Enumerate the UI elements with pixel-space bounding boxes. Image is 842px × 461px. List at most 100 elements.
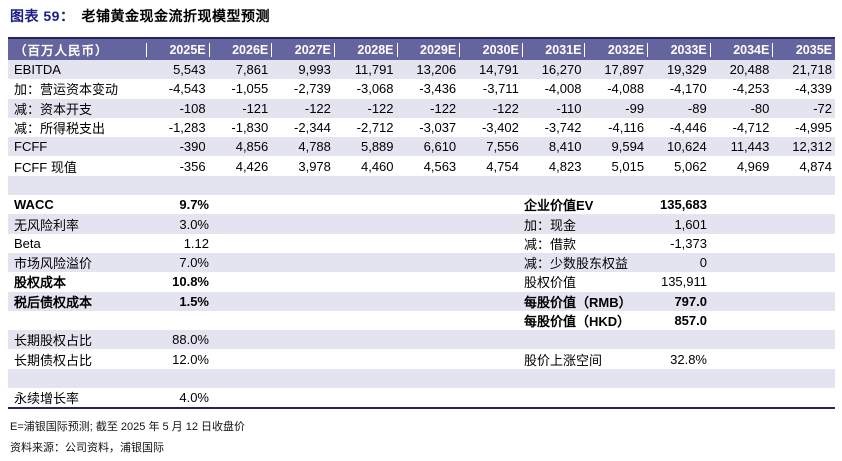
- year-header: 2033E: [647, 42, 710, 57]
- assumption-label: 股权成本: [14, 275, 67, 291]
- assumption-row: 无风险利率 3.0% 加：现金 1,601: [8, 214, 835, 234]
- cell-value: -121: [242, 100, 269, 116]
- valuation-label: 企业价值EV: [524, 198, 594, 214]
- cell-value: -3,037: [419, 120, 457, 136]
- valuation-value: -1,373: [670, 235, 707, 251]
- cell-value: 8,410: [548, 139, 582, 155]
- cell-value: 7,861: [235, 62, 269, 78]
- figure-title: 图表 59： 老铺黄金现金流折现模型预测: [10, 6, 835, 26]
- table-body: EBITDA 5,543 7,861 9,993 11,791 13,206 14,791 1…: [8, 60, 835, 407]
- valuation-label: 每股价值（RMB）: [524, 294, 632, 310]
- valuation-value: 135,683: [660, 197, 707, 213]
- valuation-label: 股价上涨空间: [524, 352, 603, 368]
- cell-value: 16,270: [541, 62, 582, 78]
- cell-value: -108: [179, 100, 206, 116]
- cell-value: -3,436: [419, 81, 457, 97]
- cell-value: 4,969: [736, 158, 770, 174]
- row-label: 减：资本开支: [14, 101, 93, 117]
- cell-value: 19,329: [666, 62, 707, 78]
- forecast-row: 减：所得税支出 -1,283 -1,830 -2,344 -2,712 -3,037 -3,…: [8, 118, 835, 137]
- assumption-label: 永续增长率: [14, 391, 80, 407]
- cell-value: 4,460: [360, 158, 394, 174]
- valuation-value: 0: [699, 255, 707, 271]
- assumption-row: 股权成本 10.8% 股权价值 135,911: [8, 272, 835, 291]
- assumption-value: 12.0%: [172, 351, 209, 367]
- cell-value: -1,830: [231, 120, 269, 136]
- assumption-value: 10.8%: [172, 274, 209, 290]
- cell-value: -122: [492, 100, 519, 116]
- valuation-value: 797.0: [674, 293, 707, 309]
- cell-value: 6,610: [423, 139, 457, 155]
- cell-value: -110: [556, 100, 582, 116]
- year-header: 2032E: [584, 42, 647, 57]
- cell-value: -72: [813, 100, 832, 116]
- cell-value: -122: [367, 100, 394, 116]
- cell-value: 10,624: [666, 139, 707, 155]
- assumption-label: 税后债权成本: [14, 294, 93, 310]
- figure-number: 图表 59：: [10, 8, 75, 24]
- cell-value: 9,594: [611, 139, 645, 155]
- cell-value: -122: [304, 100, 331, 116]
- assumption-value: 88.0%: [172, 332, 209, 348]
- year-header: 2034E: [709, 42, 773, 57]
- table-header-row: （百万人民币） 2025E 2026E 2027E 2028E 2029E 2030E 203…: [8, 39, 835, 60]
- cell-value: -4,088: [607, 81, 645, 97]
- assumption-row: WACC 9.7% 企业价值EV 135,683: [8, 195, 835, 214]
- cell-value: -122: [430, 100, 457, 116]
- valuation-label: 加：现金: [524, 217, 577, 233]
- assumption-value: 1.5%: [179, 293, 209, 309]
- dcf-model-table: （百万人民币） 2025E 2026E 2027E 2028E 2029E 2030E 203…: [8, 37, 835, 410]
- cell-value: 4,563: [423, 158, 457, 174]
- cell-value: 12,312: [792, 139, 832, 155]
- cell-value: 4,856: [235, 139, 269, 155]
- cell-value: -3,742: [544, 120, 582, 136]
- cell-value: 5,015: [611, 158, 645, 174]
- cell-value: 5,062: [674, 158, 707, 174]
- assumption-row: [8, 175, 835, 196]
- cell-value: 4,823: [548, 158, 582, 174]
- footnote-line-2: 资料来源：公司资料，浦银国际: [10, 441, 164, 454]
- row-label: FCFF: [14, 139, 48, 155]
- assumption-value: 9.7%: [179, 197, 209, 213]
- valuation-label: 减：借款: [524, 236, 577, 252]
- cell-value: 9,993: [298, 62, 331, 78]
- cell-value: 4,426: [235, 158, 269, 174]
- row-label: 减：所得税支出: [14, 121, 106, 137]
- cell-value: -4,116: [608, 120, 645, 136]
- cell-value: 11,443: [730, 139, 770, 155]
- assumption-label: 无风险利率: [14, 217, 80, 233]
- valuation-value: 135,911: [660, 274, 707, 290]
- cell-value: -4,995: [795, 120, 832, 136]
- forecast-row: EBITDA 5,543 7,861 9,993 11,791 13,206 14,791 1…: [8, 60, 835, 80]
- cell-value: 5,543: [173, 62, 206, 78]
- year-header: 2026E: [208, 42, 272, 57]
- cell-value: 4,754: [486, 158, 519, 174]
- assumption-row: Beta 1.12 减：借款 -1,373: [8, 234, 835, 253]
- valuation-value: 1,601: [674, 216, 707, 232]
- forecast-row: 减：资本开支 -108 -121 -122 -122 -122 -122 -110 -99 -89…: [8, 98, 835, 118]
- cell-value: 5,889: [360, 139, 394, 155]
- cell-value: -2,739: [294, 81, 331, 97]
- assumption-row: 税后债权成本 1.5% 每股价值（RMB） 797.0: [8, 291, 835, 311]
- cell-value: -4,339: [795, 81, 832, 97]
- cell-value: -80: [750, 100, 770, 116]
- cell-value: 14,791: [479, 62, 519, 78]
- year-header: 2031E: [521, 42, 585, 57]
- cell-value: -1,283: [168, 120, 206, 136]
- row-label: FCFF 现值: [14, 159, 77, 175]
- figure-title-text: 老铺黄金现金流折现模型预测: [81, 8, 270, 24]
- cell-value: -2,712: [356, 120, 394, 136]
- cell-value: -4,712: [732, 120, 770, 136]
- forecast-row: FCFF 现值 -356 4,426 3,978 4,460 4,563 4,754 4,82…: [8, 156, 835, 175]
- assumption-value: 7.0%: [179, 255, 209, 271]
- cell-value: 4,874: [799, 158, 832, 174]
- cell-value: -3,402: [481, 120, 519, 136]
- assumption-value: 4.0%: [179, 390, 209, 406]
- assumption-row: 长期股权占比 88.0%: [8, 330, 835, 350]
- forecast-row: 加：营运资本变动 -4,543 -1,055 -2,739 -3,068 -3,436 -3…: [8, 79, 835, 98]
- year-header: 2030E: [459, 42, 522, 57]
- footnote-line-1: E=浦银国际预测; 截至 2025 年 5 月 12 日收盘价: [10, 421, 246, 434]
- cell-value: -4,253: [732, 81, 770, 97]
- assumption-row: 每股价值（HKD） 857.0: [8, 311, 835, 330]
